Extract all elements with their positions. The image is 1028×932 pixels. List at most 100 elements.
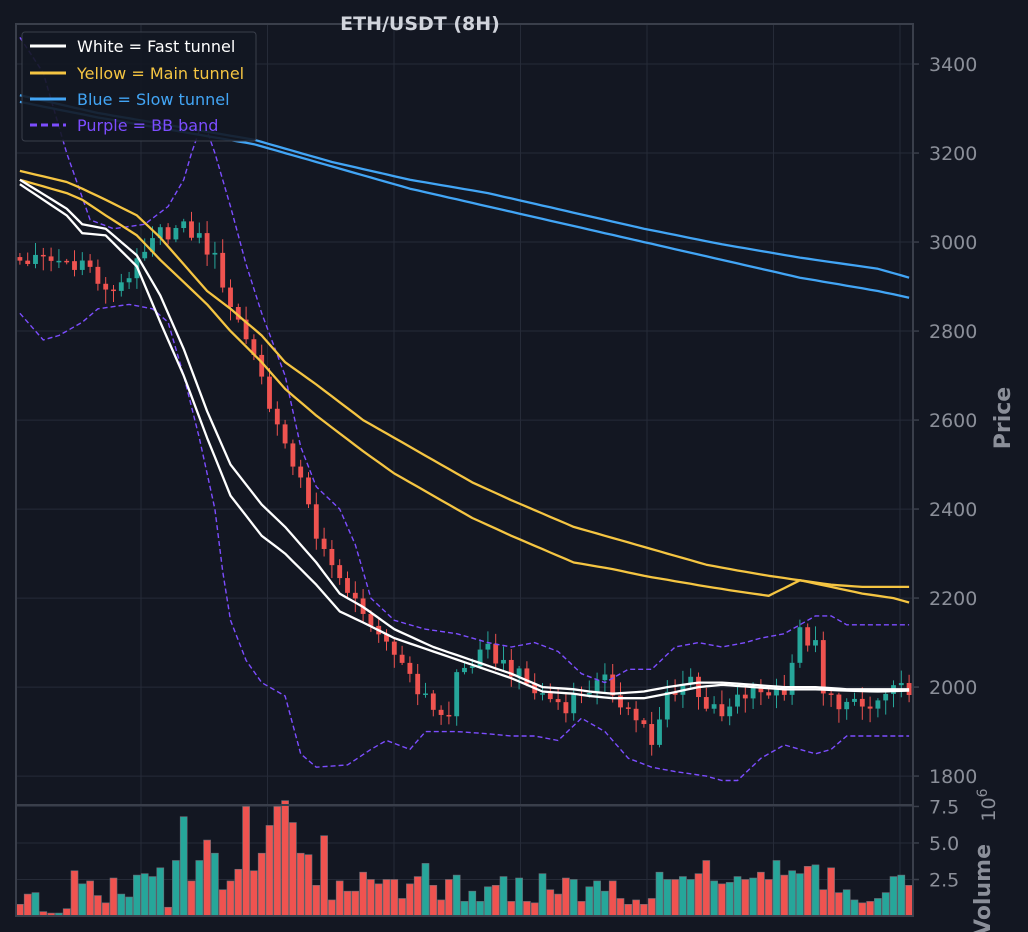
candle-down: [352, 592, 358, 599]
volume-tick-label: 5.0: [929, 833, 959, 855]
volume-bar: [179, 816, 188, 917]
legend-label-bb: Purple = BB band: [77, 116, 218, 135]
volume-bar: [741, 879, 750, 917]
candle-down: [165, 227, 171, 240]
volume-bar: [577, 901, 586, 917]
candle-down: [298, 466, 304, 478]
candle-down: [438, 709, 444, 715]
volume-bar: [725, 882, 734, 917]
volume-bar: [78, 883, 87, 917]
volume-bar: [250, 870, 258, 917]
candle-up: [501, 659, 506, 664]
volume-bar: [694, 873, 703, 917]
candle-down: [555, 699, 561, 703]
volume-bar: [94, 895, 102, 917]
candle-down: [828, 693, 834, 695]
candle-up: [477, 649, 483, 667]
candle-up: [150, 238, 155, 252]
candle-down: [111, 289, 116, 292]
volume-bar: [515, 877, 523, 917]
volume-bar: [585, 886, 594, 917]
candle-up: [789, 662, 795, 695]
legend-box: [21, 31, 257, 142]
volume-bar: [632, 899, 640, 917]
candle-up: [813, 640, 818, 646]
candle-down: [259, 354, 265, 377]
candle-down: [220, 252, 226, 288]
volume-bar: [686, 879, 695, 917]
candle-down: [267, 376, 272, 409]
candle-down: [766, 692, 772, 696]
volume-bar: [780, 874, 789, 917]
legend-label-slow: Blue = Slow tunnel: [77, 90, 230, 109]
volume-bar: [382, 879, 391, 917]
candle-up: [516, 668, 522, 677]
volume-bar: [289, 822, 297, 917]
candle-up: [454, 672, 460, 717]
price-tick-label: 2400: [929, 499, 977, 521]
candle-down: [703, 697, 709, 709]
candle-up: [423, 693, 428, 695]
volume-exponent-label: 106: [975, 788, 1000, 821]
candle-down: [274, 408, 280, 425]
candle-down: [524, 668, 530, 684]
volume-bar: [328, 899, 336, 917]
candle-down: [251, 339, 257, 355]
volume-bar: [710, 880, 718, 917]
grid-layer: [16, 24, 913, 916]
volume-bars: [16, 800, 913, 917]
candle-up: [586, 693, 592, 695]
volume-bar: [234, 868, 243, 917]
candle-up: [571, 694, 577, 714]
candle-down: [625, 707, 631, 709]
volume-bar: [850, 899, 859, 917]
volume-bar: [16, 904, 24, 917]
candle-down: [407, 662, 413, 674]
candle-up: [898, 683, 904, 686]
candle-up: [727, 706, 733, 717]
fast-tunnel-lower: [19, 183, 910, 700]
candle-down: [64, 260, 70, 263]
volume-bar: [421, 863, 430, 917]
volume-bar: [367, 879, 375, 917]
candle-down: [87, 260, 93, 267]
candle-down: [189, 221, 194, 238]
volume-bar: [398, 898, 406, 917]
volume-bar: [203, 839, 211, 917]
candle-up: [212, 252, 218, 255]
volume-bar: [538, 873, 547, 917]
volume-bar: [195, 860, 204, 917]
volume-bar: [359, 871, 367, 917]
volume-bar: [109, 877, 118, 917]
volume-bar: [312, 885, 321, 917]
candle-up: [196, 233, 202, 238]
volume-bar: [273, 806, 282, 917]
volume-bar: [507, 901, 516, 917]
candle-up: [485, 643, 491, 650]
candle-up: [750, 685, 756, 699]
volume-bar: [304, 854, 313, 917]
volume-bar: [429, 885, 438, 917]
candle-up: [142, 251, 148, 259]
volume-bar: [554, 893, 562, 917]
volume-bar: [62, 908, 71, 917]
volume-bar: [101, 902, 110, 917]
volume-bar: [842, 889, 851, 917]
volume-bar: [390, 879, 399, 917]
candle-down: [243, 319, 249, 340]
volume-bar: [172, 860, 180, 917]
candle-down: [345, 578, 350, 593]
candle-up: [735, 694, 740, 707]
volume-bar: [858, 902, 867, 917]
volume-bar: [796, 873, 804, 917]
volume-bar: [140, 873, 149, 917]
candle-down: [204, 233, 210, 255]
candle-down: [399, 654, 405, 663]
volume-bar: [296, 852, 305, 917]
volume-bar: [601, 890, 609, 917]
volume-bar: [827, 867, 835, 917]
candle-down: [337, 565, 343, 579]
candle-down: [384, 634, 389, 642]
candle-down: [805, 627, 811, 646]
